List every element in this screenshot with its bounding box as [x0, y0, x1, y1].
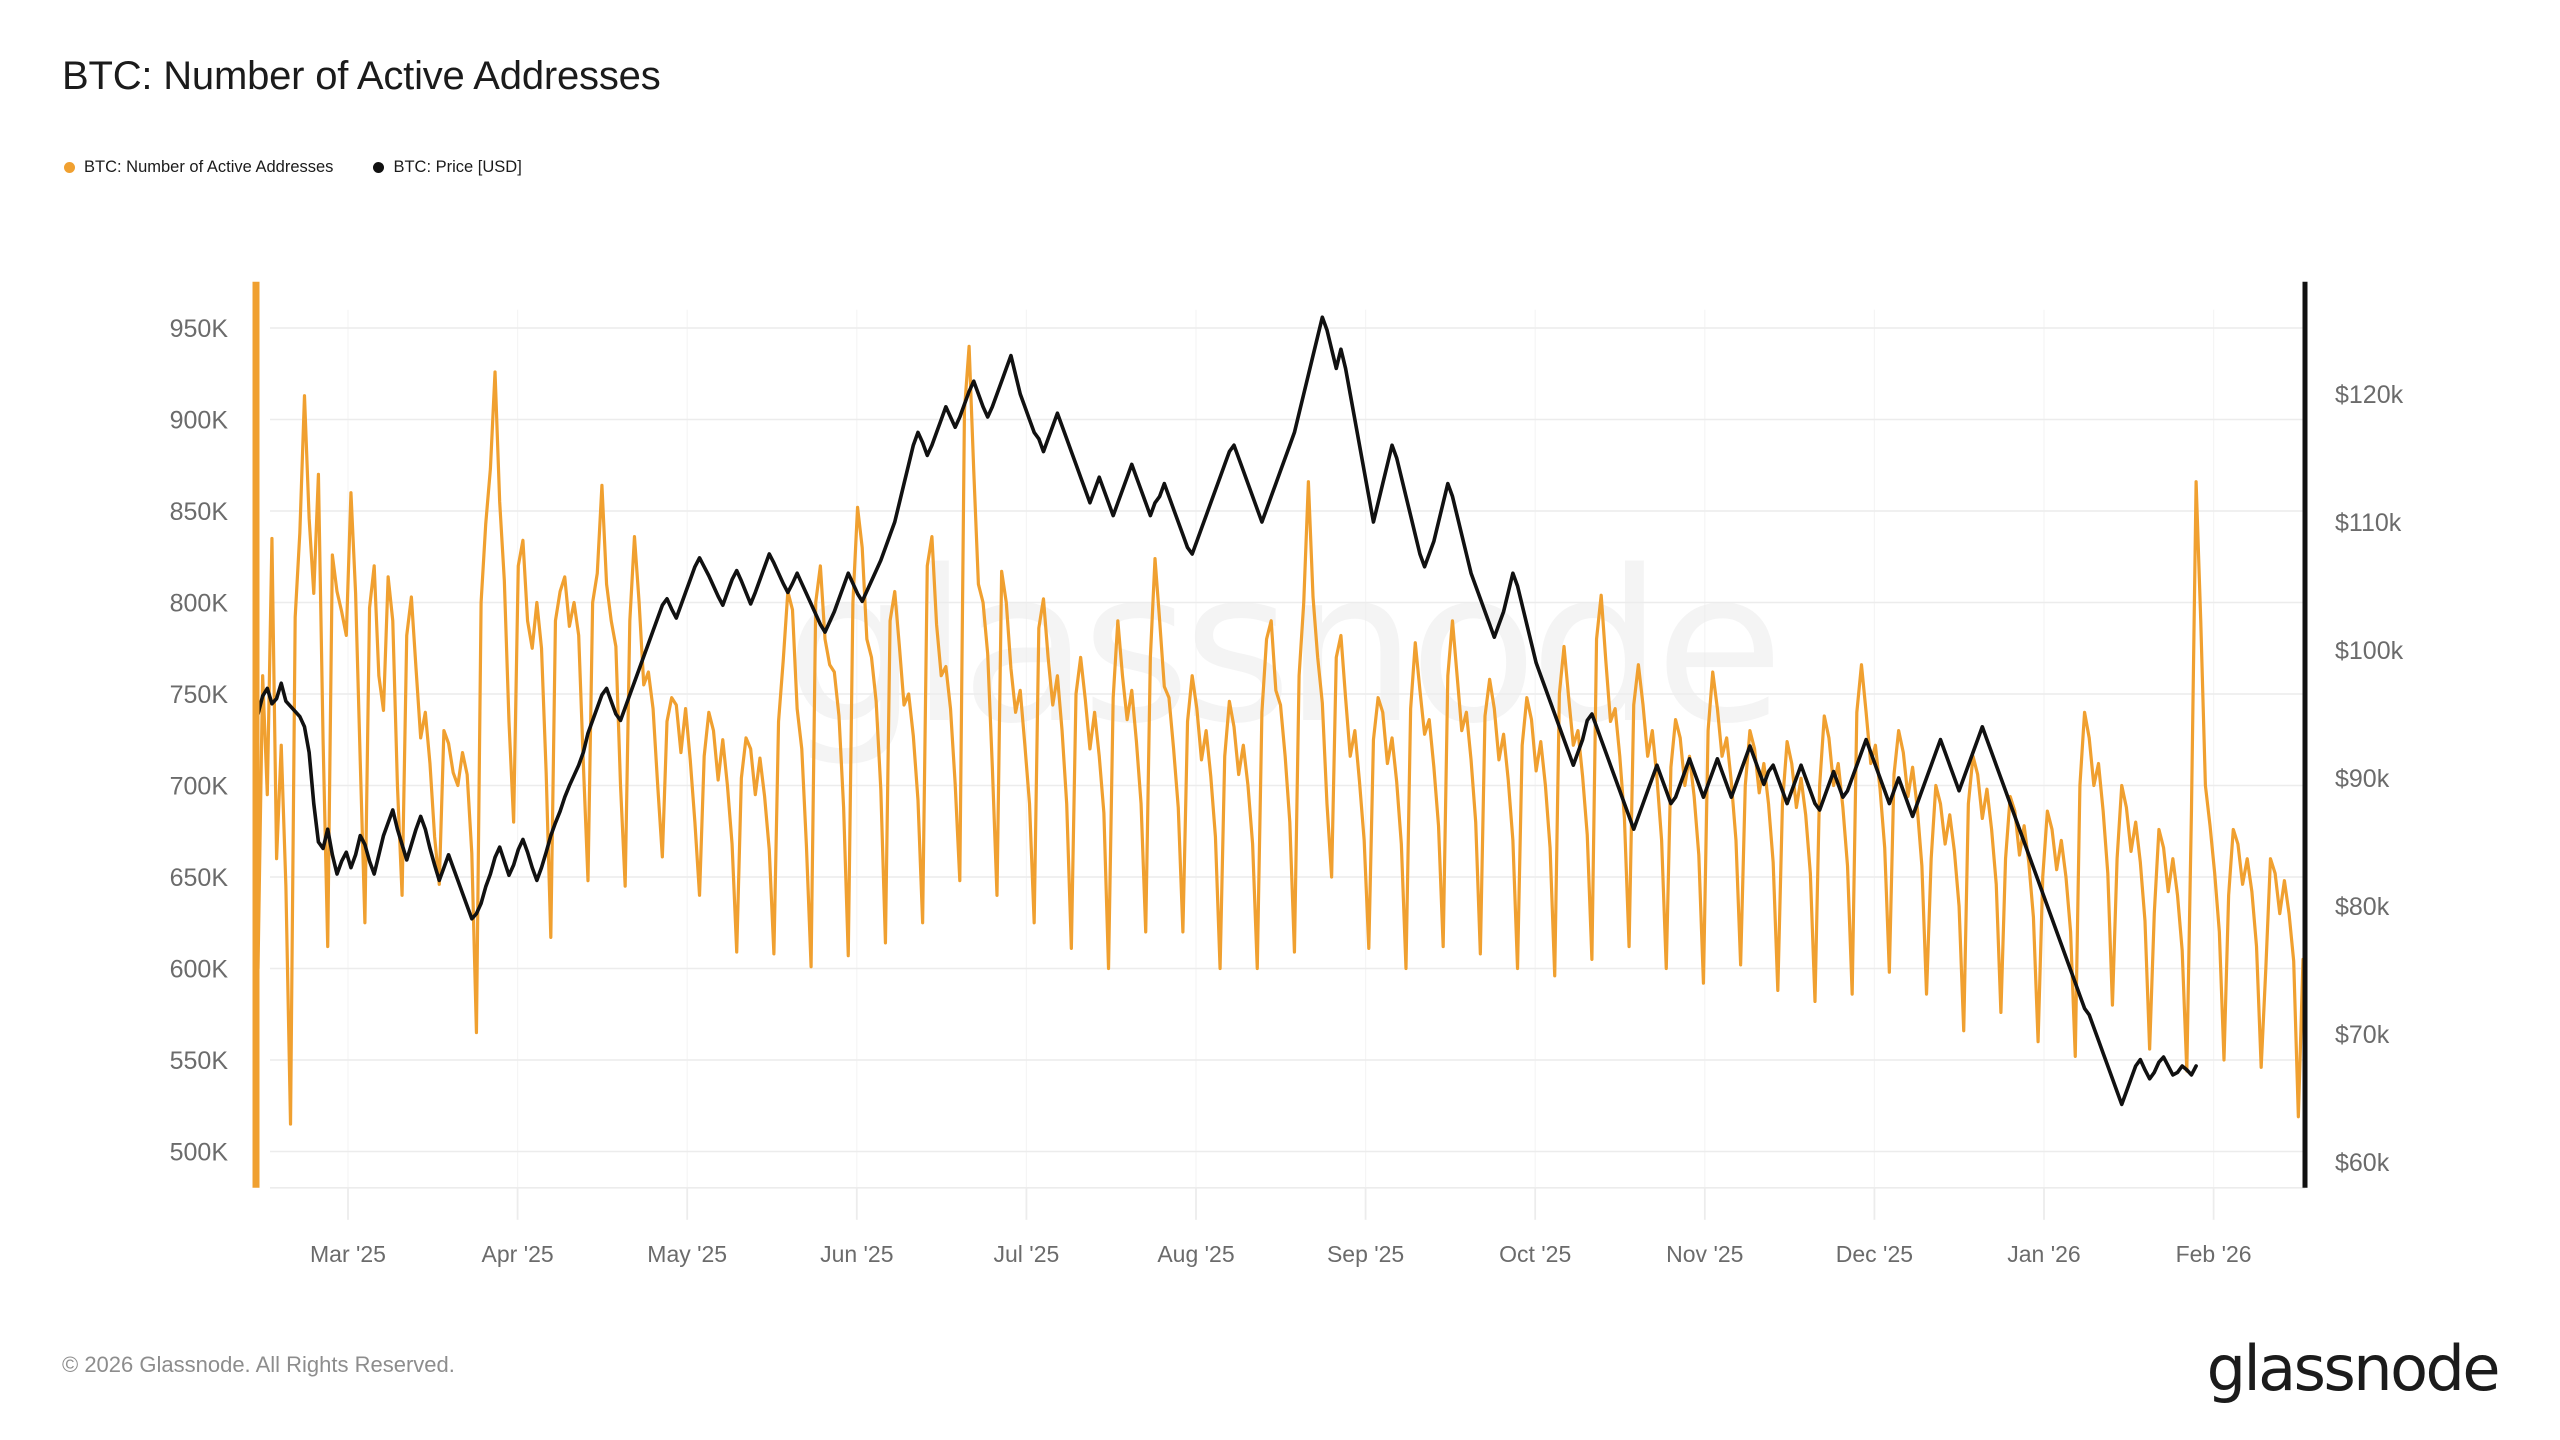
y-axis-left-labels: 500K 550K 600K 650K 700K 750K 800K 850K 900K 950K: [170, 315, 229, 1167]
svg-text:700K: 700K: [170, 773, 229, 801]
svg-text:Aug '25: Aug '25: [1157, 1241, 1234, 1267]
svg-text:Dec '25: Dec '25: [1836, 1241, 1913, 1267]
axis-lines: [252, 281, 2308, 1188]
svg-text:Oct '25: Oct '25: [1499, 1241, 1571, 1267]
svg-text:$70k: $70k: [2335, 1021, 2390, 1049]
svg-text:650K: 650K: [170, 864, 229, 892]
legend-label-btc-price: BTC: Price [USD]: [393, 157, 522, 176]
chart-legend: BTC: Number of Active Addresses BTC: Pri…: [64, 155, 522, 179]
footer-copyright: © 2026 Glassnode. All Rights Reserved.: [62, 1352, 455, 1377]
svg-text:850K: 850K: [170, 498, 229, 526]
legend-item-btc-price[interactable]: BTC: Price [USD]: [373, 155, 522, 179]
svg-text:600K: 600K: [170, 956, 229, 984]
svg-text:$110k: $110k: [2335, 509, 2402, 537]
svg-text:950K: 950K: [170, 315, 229, 343]
page-title: BTC: Number of Active Addresses: [62, 54, 661, 98]
svg-text:Nov '25: Nov '25: [1666, 1241, 1743, 1267]
svg-text:$60k: $60k: [2335, 1149, 2390, 1177]
series-lines: [256, 315, 2305, 1126]
svg-text:900K: 900K: [170, 407, 229, 435]
svg-text:Apr '25: Apr '25: [482, 1241, 554, 1267]
svg-text:$90k: $90k: [2335, 765, 2390, 793]
svg-text:Jun '25: Jun '25: [820, 1241, 893, 1267]
svg-text:800K: 800K: [170, 590, 229, 618]
legend-item-active-addresses[interactable]: BTC: Number of Active Addresses: [64, 155, 333, 179]
brand-logo: glassnode: [2206, 1332, 2501, 1405]
svg-text:750K: 750K: [170, 681, 229, 709]
y-axis-right-labels: $60k $70k $80k $90k $100k $110k $120k: [2335, 381, 2404, 1177]
svg-text:May '25: May '25: [647, 1241, 727, 1267]
svg-text:500K: 500K: [170, 1139, 229, 1167]
svg-text:Mar '25: Mar '25: [310, 1241, 386, 1267]
legend-label-active-addresses: BTC: Number of Active Addresses: [84, 157, 334, 176]
x-axis-labels: Mar '25 Apr '25 May '25 Jun '25 Jul '25 Aug '…: [310, 1241, 2252, 1267]
svg-text:$120k: $120k: [2335, 381, 2404, 409]
line-btc-price: [256, 315, 2198, 1107]
svg-text:$80k: $80k: [2335, 893, 2390, 921]
svg-text:Jan '26: Jan '26: [2007, 1241, 2080, 1267]
svg-text:$100k: $100k: [2335, 637, 2404, 665]
svg-text:Sep '25: Sep '25: [1327, 1241, 1404, 1267]
line-active-addresses: [256, 344, 2305, 1126]
svg-text:550K: 550K: [170, 1047, 229, 1075]
circle-marker-icon: [373, 161, 385, 173]
svg-text:Feb '26: Feb '26: [2176, 1241, 2252, 1267]
circle-marker-icon: [64, 161, 75, 173]
svg-text:Jul '25: Jul '25: [994, 1241, 1060, 1267]
